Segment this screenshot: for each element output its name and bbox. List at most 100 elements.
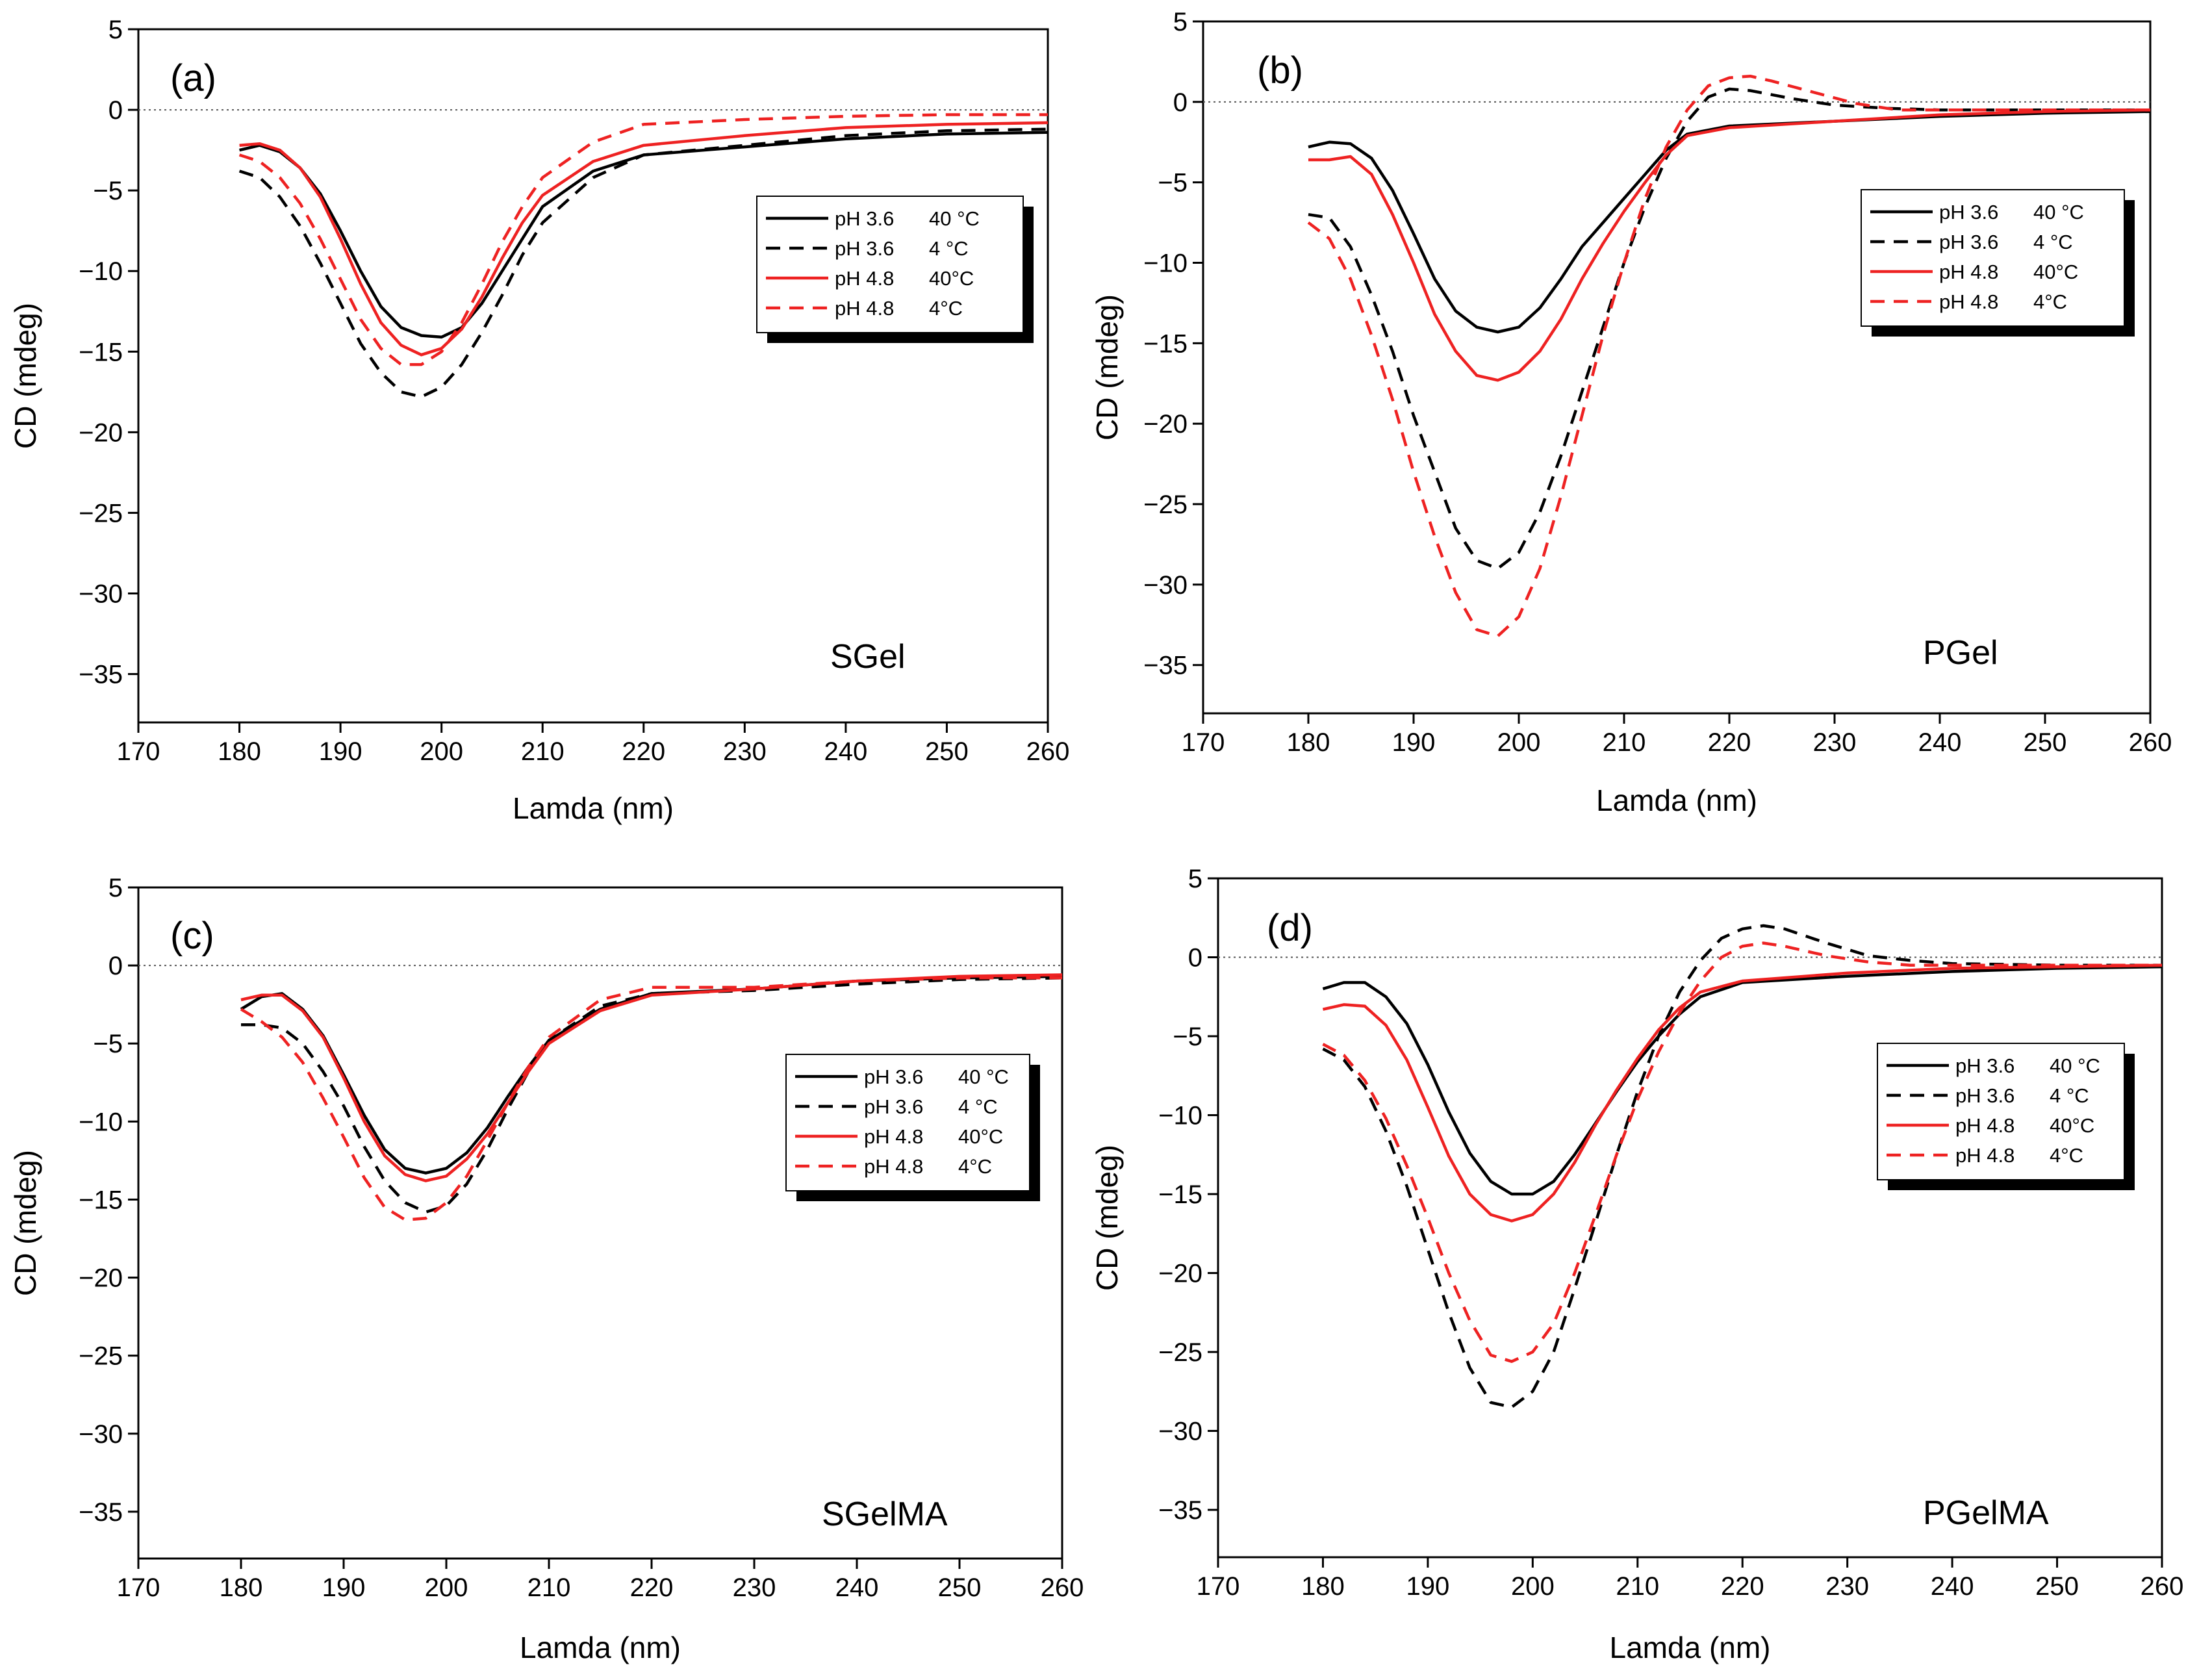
y-axis-label: CD (mdeg) bbox=[1090, 294, 1124, 440]
legend-entry-name: pH 4.8 bbox=[1955, 1114, 2015, 1137]
series-line-4 bbox=[1307, 74, 2150, 638]
y-tick-label: −5 bbox=[1158, 169, 1188, 197]
y-tick-label: −10 bbox=[1158, 1102, 1202, 1130]
y-tick-label: −15 bbox=[79, 1186, 123, 1214]
x-tick-label: 200 bbox=[1497, 728, 1541, 757]
legend-entry-temp: 4°C bbox=[929, 297, 963, 320]
y-tick-label: −25 bbox=[79, 1342, 123, 1371]
plot-frame bbox=[137, 886, 1063, 1560]
y-tick-label: −30 bbox=[1143, 571, 1188, 600]
x-tick-label: 260 bbox=[2129, 728, 2172, 757]
x-axis-label: Lamda (nm) bbox=[513, 791, 674, 825]
y-tick-label: 5 bbox=[108, 16, 123, 44]
legend-entry-name: pH 3.6 bbox=[1955, 1054, 2015, 1077]
series-line-4 bbox=[238, 113, 1048, 366]
x-tick-label: 210 bbox=[528, 1573, 571, 1602]
legend-entry-temp: 4 °C bbox=[958, 1095, 998, 1118]
series-line-2 bbox=[1322, 924, 2162, 1409]
x-tick-label: 190 bbox=[322, 1573, 366, 1602]
x-tick-label: 210 bbox=[1603, 728, 1646, 757]
x-tick-label: 170 bbox=[1182, 728, 1225, 757]
x-tick-label: 260 bbox=[1041, 1573, 1084, 1602]
legend-entry-name: pH 4.8 bbox=[1939, 290, 1998, 313]
chart-panel-1: 170 180 190 200 210 220 230 240 250 260 5 0 −5 −10 −15… bbox=[8, 16, 1069, 825]
x-tick-label: 240 bbox=[824, 737, 868, 766]
y-axis-label: CD (mdeg) bbox=[1090, 1145, 1124, 1291]
x-tick-label: 180 bbox=[1301, 1572, 1345, 1601]
y-tick-label: 5 bbox=[1188, 865, 1202, 893]
x-tick-label: 260 bbox=[1026, 737, 1070, 766]
y-tick-label: 5 bbox=[108, 874, 123, 902]
legend-entry-temp: 40°C bbox=[2050, 1114, 2094, 1137]
legend-entry-temp: 4 °C bbox=[2050, 1084, 2089, 1107]
x-tick-label: 190 bbox=[1392, 728, 1436, 757]
legend: pH 3.6 40 °C pH 3.6 4 °C pH 4.8 40°C pH 4.8 4°C bbox=[1861, 189, 2135, 337]
y-tick-label: −30 bbox=[1158, 1418, 1202, 1446]
legend-entry-name: pH 3.6 bbox=[1955, 1084, 2015, 1107]
sample-label: SGel bbox=[830, 638, 906, 676]
x-tick-label: 190 bbox=[319, 737, 362, 766]
y-tick-label: 0 bbox=[1173, 88, 1188, 117]
y-tick-label: −20 bbox=[1158, 1260, 1202, 1288]
y-tick-label: −10 bbox=[79, 257, 123, 286]
y-axis-label: CD (mdeg) bbox=[8, 303, 42, 449]
y-tick-label: 0 bbox=[108, 952, 123, 980]
legend-entry-temp: 40°C bbox=[929, 267, 974, 290]
legend-entry-name: pH 4.8 bbox=[1955, 1144, 2015, 1167]
y-tick-label: −35 bbox=[79, 1498, 123, 1527]
chart-panel-4: 170 180 190 200 210 220 230 240 250 260 5 0 −5 −10 −15… bbox=[1090, 865, 2183, 1664]
x-tick-label: 220 bbox=[1721, 1572, 1764, 1601]
x-tick-label: 210 bbox=[521, 737, 565, 766]
x-tick-label: 230 bbox=[1825, 1572, 1869, 1601]
y-tick-label: −30 bbox=[79, 1420, 123, 1449]
series-line-3 bbox=[1322, 963, 2163, 1223]
sample-label: SGelMA bbox=[822, 1495, 948, 1533]
y-tick-label: −25 bbox=[1158, 1338, 1202, 1367]
series-line-4 bbox=[1322, 941, 2162, 1363]
x-tick-label: 240 bbox=[835, 1573, 879, 1602]
legend-entry-name: pH 3.6 bbox=[1939, 231, 1998, 253]
x-tick-label: 230 bbox=[733, 1573, 776, 1602]
legend-entry-temp: 40°C bbox=[2033, 261, 2078, 283]
y-tick-label: −35 bbox=[79, 661, 123, 689]
x-tick-label: 200 bbox=[420, 737, 463, 766]
legend-entry-name: pH 4.8 bbox=[864, 1155, 923, 1178]
legend-entry-temp: 4 °C bbox=[929, 237, 969, 260]
sample-label: PGelMA bbox=[1923, 1494, 2049, 1532]
y-tick-label: 5 bbox=[1173, 8, 1188, 36]
chart-panel-2: 170 180 190 200 210 220 230 240 250 260 5 0 −5 −10 −15… bbox=[1090, 8, 2172, 817]
x-tick-label: 220 bbox=[622, 737, 665, 766]
series-line-3 bbox=[240, 973, 1063, 1182]
legend-entry-name: pH 3.6 bbox=[864, 1095, 923, 1118]
y-tick-label: −35 bbox=[1143, 652, 1188, 680]
x-tick-label: 230 bbox=[723, 737, 767, 766]
plot-frame bbox=[137, 28, 1049, 724]
series-line-4 bbox=[240, 976, 1062, 1221]
sample-label: PGel bbox=[1923, 634, 1998, 672]
x-tick-label: 210 bbox=[1616, 1572, 1659, 1601]
panel-label: (c) bbox=[170, 915, 214, 957]
legend-entry-temp: 40 °C bbox=[2050, 1054, 2100, 1077]
y-tick-label: −35 bbox=[1158, 1496, 1202, 1525]
x-tick-label: 180 bbox=[220, 1573, 263, 1602]
y-tick-label: −25 bbox=[1143, 490, 1188, 519]
legend-entry-temp: 4°C bbox=[958, 1155, 992, 1178]
series-line-1 bbox=[1322, 965, 2163, 1196]
x-tick-label: 170 bbox=[117, 737, 160, 766]
x-tick-label: 200 bbox=[1511, 1572, 1555, 1601]
y-tick-label: −15 bbox=[1143, 329, 1188, 358]
panel-label: (b) bbox=[1257, 49, 1303, 92]
legend-entry-temp: 4°C bbox=[2033, 290, 2067, 313]
x-tick-label: 250 bbox=[2035, 1572, 2079, 1601]
y-tick-label: −30 bbox=[79, 579, 123, 608]
y-axis-label: CD (mdeg) bbox=[8, 1150, 42, 1296]
legend-entry-temp: 40 °C bbox=[929, 207, 980, 230]
y-tick-label: −15 bbox=[79, 338, 123, 366]
series-line-3 bbox=[1308, 108, 2151, 382]
legend-entry-temp: 4 °C bbox=[2033, 231, 2073, 253]
plot-frame bbox=[1217, 877, 2163, 1559]
legend-entry-temp: 4°C bbox=[2050, 1144, 2083, 1167]
x-tick-label: 170 bbox=[117, 1573, 160, 1602]
legend: pH 3.6 40 °C pH 3.6 4 °C pH 4.8 40°C pH 4.8 4°C bbox=[1877, 1043, 2135, 1190]
